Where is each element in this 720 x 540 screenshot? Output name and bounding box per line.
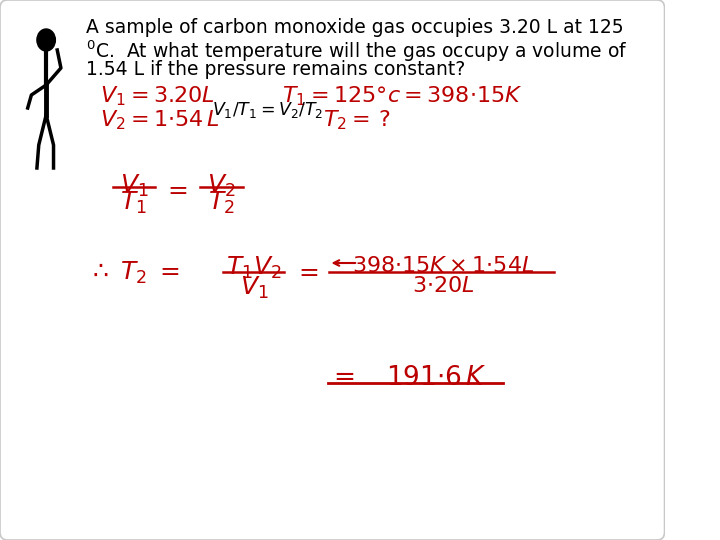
Text: $T_1V_2$: $T_1V_2$ — [226, 255, 282, 281]
Text: $V_1 = 3.20L$: $V_1 = 3.20L$ — [99, 84, 214, 107]
Text: 1.54 L if the pressure remains constant?: 1.54 L if the pressure remains constant? — [86, 60, 465, 79]
Text: $=$: $=$ — [163, 178, 188, 201]
Ellipse shape — [37, 29, 55, 51]
Text: $T_1 = 125°c = 398{\cdot}15K$: $T_1 = 125°c = 398{\cdot}15K$ — [282, 84, 522, 107]
Text: $3{\cdot}20L$: $3{\cdot}20L$ — [412, 275, 474, 297]
Text: $^0$C.  At what temperature will the gas occupy a volume of: $^0$C. At what temperature will the gas … — [86, 39, 627, 64]
Text: $V_1/T_1 = V_2/T_2$: $V_1/T_1 = V_2/T_2$ — [212, 100, 323, 120]
Text: $V_1$: $V_1$ — [240, 275, 268, 301]
Text: $T_2 = \,?$: $T_2 = \,?$ — [323, 108, 390, 132]
Text: $V_2 = 1{\cdot}54\,L$: $V_2 = 1{\cdot}54\,L$ — [99, 108, 219, 132]
Text: $=$: $=$ — [294, 260, 319, 283]
Text: $\therefore\; T_2\; =\;$: $\therefore\; T_2\; =\;$ — [88, 260, 179, 286]
Text: $T_1$: $T_1$ — [120, 190, 147, 216]
Text: $= \quad 191{\cdot}6\,K$: $= \quad 191{\cdot}6\,K$ — [328, 365, 487, 390]
Text: A sample of carbon monoxide gas occupies 3.20 L at 125: A sample of carbon monoxide gas occupies… — [86, 18, 624, 37]
Text: $V_1$: $V_1$ — [120, 173, 148, 199]
Text: $V_2$: $V_2$ — [207, 173, 235, 199]
FancyBboxPatch shape — [0, 0, 665, 540]
Text: $T_2$: $T_2$ — [208, 190, 235, 216]
Text: $398{\cdot}15K \times 1{\cdot}54L$: $398{\cdot}15K \times 1{\cdot}54L$ — [352, 255, 534, 277]
